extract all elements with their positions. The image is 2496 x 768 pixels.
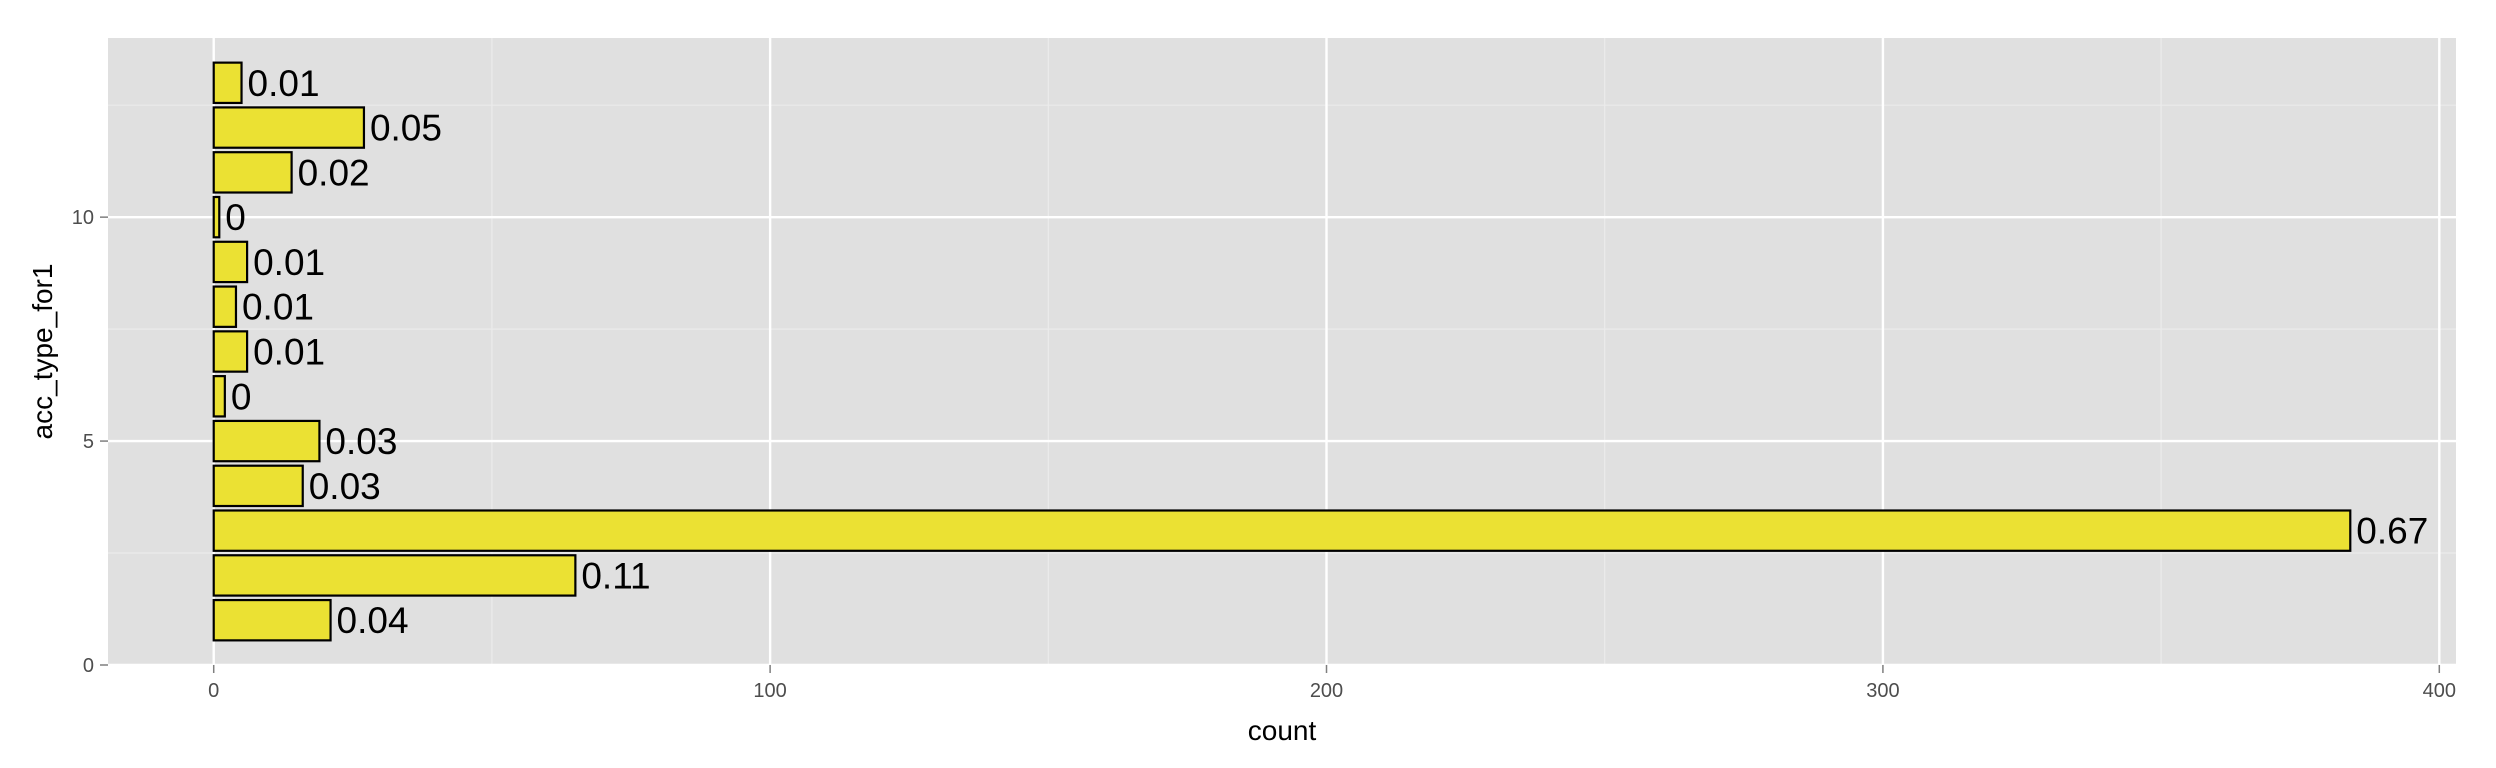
x-tick-label: 400 <box>2423 680 2456 702</box>
bar-value-label: 0.67 <box>2356 511 2428 552</box>
bar <box>212 240 249 284</box>
bar <box>212 61 243 105</box>
bar-value-label: 0 <box>231 376 252 417</box>
bar-value-label: 0.03 <box>325 421 397 462</box>
bar <box>212 151 293 194</box>
bar-value-label: 0 <box>225 197 246 238</box>
y-tick-label: 5 <box>83 431 94 453</box>
y-tick-label: 10 <box>72 207 94 229</box>
bar <box>212 554 577 597</box>
bar-value-label: 0.05 <box>370 108 442 149</box>
bar-value-label: 0.03 <box>309 466 381 507</box>
bar-value-label: 0.01 <box>253 242 325 283</box>
x-axis-title: count <box>1248 715 1317 746</box>
bar-value-label: 0.01 <box>248 63 320 104</box>
bar-value-label: 0.04 <box>337 600 409 641</box>
bar <box>212 106 366 149</box>
bar-value-label: 0.11 <box>581 555 650 596</box>
bar <box>212 285 238 328</box>
x-tick-label: 100 <box>753 680 786 702</box>
bar <box>212 419 321 463</box>
bar <box>212 598 332 642</box>
bar <box>212 195 221 239</box>
x-tick-label: 0 <box>208 680 219 702</box>
bar-value-label: 0.01 <box>253 332 325 373</box>
y-tick-label: 0 <box>83 655 94 677</box>
bar-value-label: 0.02 <box>298 152 370 193</box>
bar <box>212 375 226 418</box>
bar <box>212 509 2352 552</box>
bar <box>212 330 249 373</box>
x-tick-label: 200 <box>1310 680 1343 702</box>
bar-value-label: 0.01 <box>242 287 314 328</box>
y-axis-title: acc_type_for1 <box>27 264 58 440</box>
bar <box>212 464 304 508</box>
x-tick-label: 300 <box>1866 680 1899 702</box>
